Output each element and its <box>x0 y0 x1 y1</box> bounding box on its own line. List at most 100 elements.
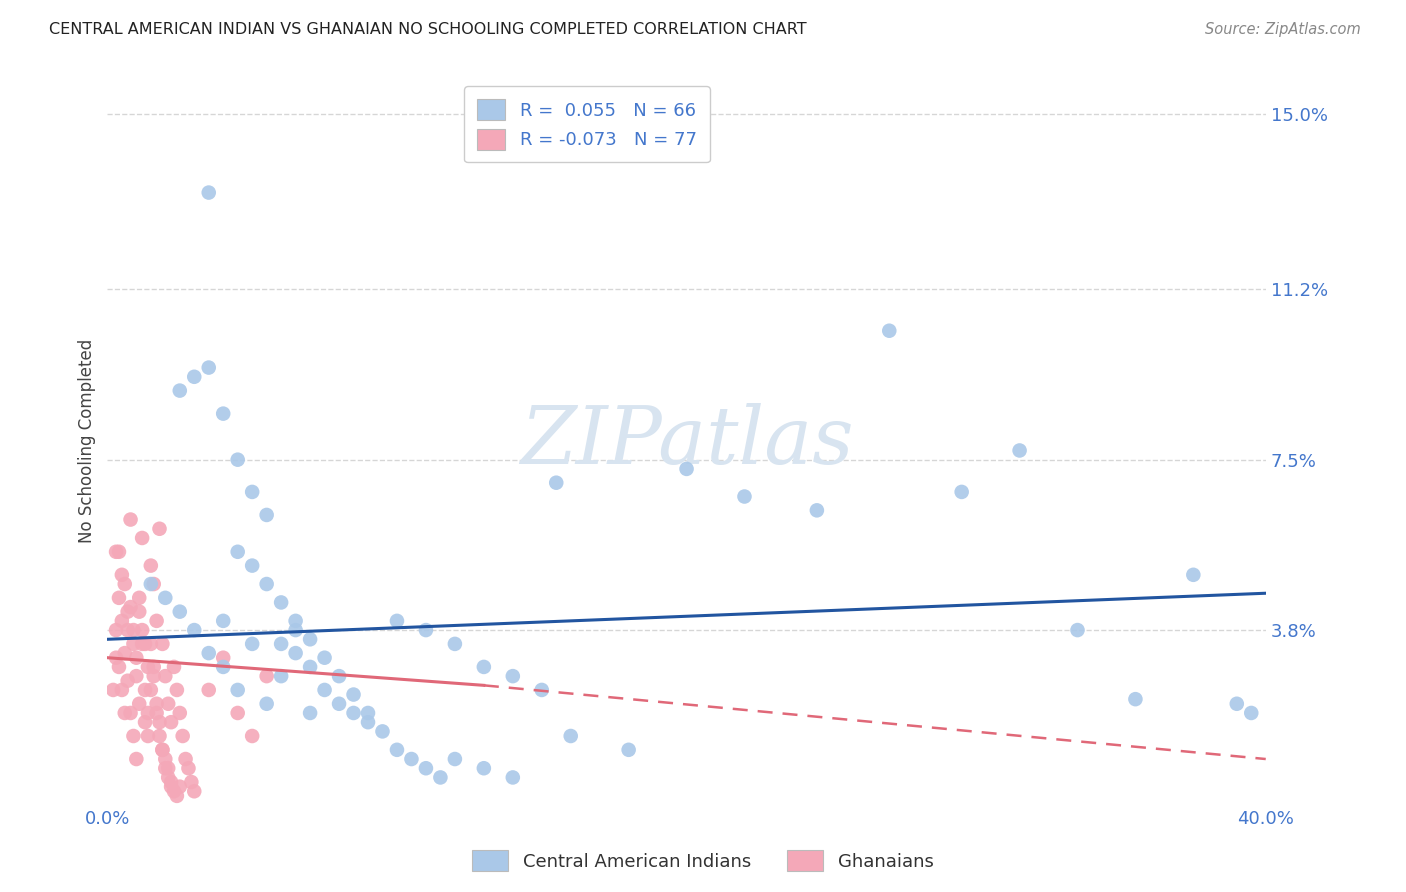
Point <box>546 475 568 490</box>
Point <box>145 697 167 711</box>
Point <box>212 650 235 665</box>
Point <box>444 637 467 651</box>
Point <box>226 706 249 720</box>
Point <box>172 729 194 743</box>
Point <box>314 650 336 665</box>
Point <box>284 646 307 660</box>
Legend: R =  0.055   N = 66, R = -0.073   N = 77: R = 0.055 N = 66, R = -0.073 N = 77 <box>464 87 710 162</box>
Point <box>120 512 142 526</box>
Point <box>197 186 219 200</box>
Point <box>157 761 180 775</box>
Text: CENTRAL AMERICAN INDIAN VS GHANAIAN NO SCHOOLING COMPLETED CORRELATION CHART: CENTRAL AMERICAN INDIAN VS GHANAIAN NO S… <box>49 22 807 37</box>
Point <box>357 715 380 730</box>
Point <box>128 591 150 605</box>
Point <box>197 682 219 697</box>
Point <box>429 771 451 785</box>
Point <box>342 688 364 702</box>
Point <box>105 545 128 559</box>
Point <box>152 743 174 757</box>
Point <box>530 682 553 697</box>
Point <box>256 669 278 683</box>
Point <box>1226 697 1249 711</box>
Point <box>284 614 307 628</box>
Point <box>157 697 180 711</box>
Point <box>152 637 174 651</box>
Point <box>136 660 159 674</box>
Point <box>142 669 165 683</box>
Point <box>163 660 186 674</box>
Text: ZIPatlas: ZIPatlas <box>520 402 853 480</box>
Point <box>125 669 148 683</box>
Point <box>270 669 292 683</box>
Point <box>145 614 167 628</box>
Point <box>117 623 139 637</box>
Point <box>117 673 139 688</box>
Point <box>197 360 219 375</box>
Point <box>877 324 900 338</box>
Point <box>502 669 524 683</box>
Point <box>256 508 278 522</box>
Point <box>212 660 235 674</box>
Point <box>120 600 142 615</box>
Point <box>111 682 134 697</box>
Point <box>226 682 249 697</box>
Point <box>256 577 278 591</box>
Point <box>444 752 467 766</box>
Point <box>1182 567 1205 582</box>
Point <box>117 605 139 619</box>
Point <box>226 545 249 559</box>
Point <box>166 682 188 697</box>
Point <box>270 595 292 609</box>
Point <box>240 729 263 743</box>
Point <box>806 503 828 517</box>
Legend: Central American Indians, Ghanaians: Central American Indians, Ghanaians <box>465 843 941 879</box>
Point <box>180 775 202 789</box>
Point <box>155 752 177 766</box>
Point <box>157 771 180 785</box>
Point <box>177 761 200 775</box>
Point <box>105 650 128 665</box>
Point <box>342 706 364 720</box>
Point <box>114 577 136 591</box>
Point <box>617 743 640 757</box>
Point <box>148 729 170 743</box>
Point <box>212 614 235 628</box>
Point <box>111 567 134 582</box>
Point <box>183 369 205 384</box>
Point <box>139 682 162 697</box>
Point <box>415 623 437 637</box>
Point <box>299 706 322 720</box>
Point <box>270 637 292 651</box>
Point <box>108 660 131 674</box>
Point <box>256 697 278 711</box>
Text: Source: ZipAtlas.com: Source: ZipAtlas.com <box>1205 22 1361 37</box>
Point <box>226 452 249 467</box>
Point <box>145 706 167 720</box>
Point <box>357 706 380 720</box>
Point <box>142 577 165 591</box>
Point <box>240 484 263 499</box>
Point <box>125 752 148 766</box>
Point <box>385 614 408 628</box>
Point <box>169 706 191 720</box>
Point <box>169 780 191 794</box>
Point <box>174 752 197 766</box>
Point <box>163 784 186 798</box>
Point <box>212 407 235 421</box>
Point <box>472 660 495 674</box>
Point <box>950 484 973 499</box>
Point <box>183 623 205 637</box>
Point <box>136 729 159 743</box>
Point <box>560 729 582 743</box>
Point <box>314 682 336 697</box>
Point <box>122 623 145 637</box>
Point <box>328 669 350 683</box>
Point <box>472 761 495 775</box>
Point <box>125 650 148 665</box>
Point <box>105 623 128 637</box>
Point <box>139 558 162 573</box>
Point <box>734 490 756 504</box>
Point <box>114 706 136 720</box>
Point <box>183 784 205 798</box>
Point <box>111 614 134 628</box>
